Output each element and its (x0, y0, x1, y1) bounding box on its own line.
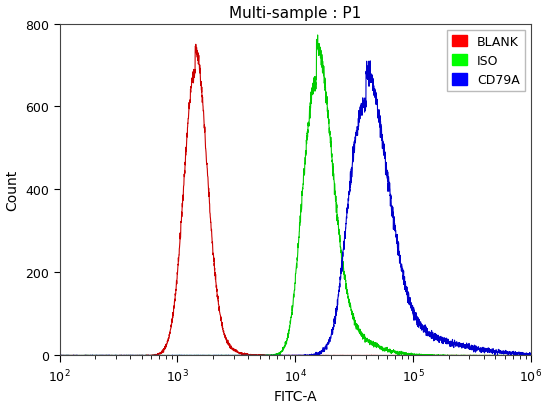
CD79A (56, 353, 63, 358)
BLANK (138, 353, 145, 358)
BLANK (110, 353, 117, 358)
BLANK (468, 353, 475, 358)
CD79A (138, 353, 145, 358)
X-axis label: FITC-A: FITC-A (273, 389, 317, 403)
ISO (237, 353, 244, 358)
CD79A (519, 350, 526, 355)
CD79A (56, 353, 63, 358)
CD79A (528, 353, 534, 357)
CD79A (110, 353, 117, 358)
Line: BLANK: BLANK (60, 45, 531, 355)
BLANK (192, 43, 199, 47)
CD79A (237, 353, 244, 358)
ISO (315, 34, 321, 38)
ISO (519, 353, 526, 358)
Line: CD79A: CD79A (60, 62, 531, 355)
Y-axis label: Count: Count (5, 169, 20, 211)
BLANK (56, 353, 63, 358)
ISO (258, 353, 264, 358)
CD79A (258, 353, 264, 358)
CD79A (468, 343, 475, 348)
ISO (110, 353, 117, 358)
ISO (138, 353, 145, 358)
BLANK (237, 351, 244, 355)
ISO (56, 353, 63, 358)
BLANK (258, 353, 264, 358)
ISO (56, 353, 63, 358)
Line: ISO: ISO (60, 36, 531, 355)
BLANK (528, 353, 534, 358)
BLANK (518, 353, 525, 358)
Title: Multi-sample : P1: Multi-sample : P1 (229, 6, 361, 20)
CD79A (367, 59, 374, 64)
Legend: BLANK, ISO, CD79A: BLANK, ISO, CD79A (447, 31, 524, 92)
ISO (468, 353, 475, 358)
ISO (528, 353, 534, 358)
